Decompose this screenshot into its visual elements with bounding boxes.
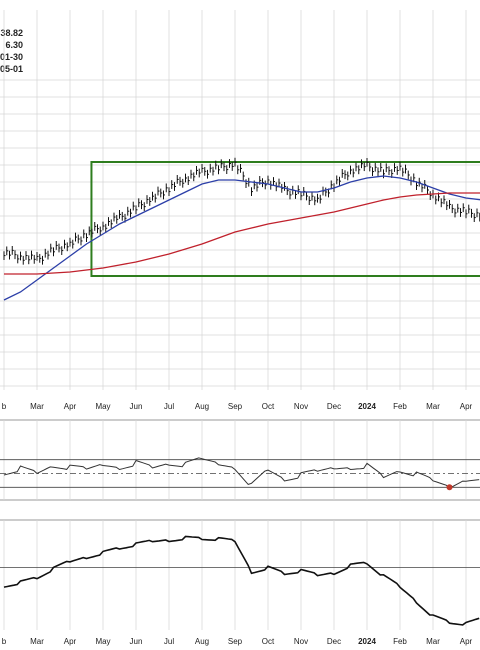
x-tick-label-upper: Nov xyxy=(294,402,308,411)
x-tick-label-lower: 2024 xyxy=(358,637,376,646)
x-tick-label-lower: Aug xyxy=(195,637,209,646)
x-tick-label-upper: Sep xyxy=(228,402,243,411)
moving-average-long-line xyxy=(4,192,480,275)
x-tick-label-lower: Jun xyxy=(130,637,143,646)
x-tick-label-upper: Oct xyxy=(262,402,275,411)
relative-line-panel xyxy=(0,519,480,630)
x-tick-label-upper: Dec xyxy=(327,402,341,411)
x-tick-label-upper: Feb xyxy=(393,402,407,411)
x-tick-label-upper: Aug xyxy=(195,402,209,411)
x-tick-label-lower: Oct xyxy=(262,637,275,646)
header-value-1: 38.82 xyxy=(0,28,23,38)
x-tick-label-upper: Mar xyxy=(426,402,440,411)
x-tick-label-upper: Mar xyxy=(30,402,44,411)
x-tick-label-lower: Feb xyxy=(393,637,407,646)
price-panel xyxy=(0,10,480,390)
x-tick-label-lower: Sep xyxy=(228,637,243,646)
header-value-3: 01-30 xyxy=(0,52,23,62)
x-tick-label-upper: May xyxy=(95,402,110,411)
x-tick-label-upper: Apr xyxy=(460,402,473,411)
x-tick-label-lower: Nov xyxy=(294,637,308,646)
oscillator-oversold-marker xyxy=(446,484,453,491)
x-axis-labels-upper: b Mar Apr May Jun Jul Aug Sep Oct Nov Dec 2024 Feb Ma… xyxy=(2,402,473,411)
relative-line xyxy=(3,535,480,626)
x-tick-label-lower: Dec xyxy=(327,637,341,646)
x-tick-label-lower: May xyxy=(95,637,110,646)
header-value-2: 6.30 xyxy=(5,40,23,50)
x-tick-label-lower: Mar xyxy=(30,637,44,646)
x-tick-label-lower: Mar xyxy=(426,637,440,646)
x-axis-labels-lower: b Mar Apr May Jun Jul Aug Sep Oct Nov Dec 2024 Feb Ma… xyxy=(2,637,473,646)
x-tick-label-upper: 2024 xyxy=(358,402,376,411)
x-tick-label-lower: Apr xyxy=(64,637,77,646)
x-tick-label-upper: b xyxy=(2,402,7,411)
x-tick-label-lower: Apr xyxy=(460,637,473,646)
x-tick-label-lower: b xyxy=(2,637,7,646)
x-tick-label-upper: Jun xyxy=(130,402,143,411)
oscillator-line xyxy=(3,457,480,489)
x-tick-label-lower: Jul xyxy=(164,637,174,646)
header-value-4: 05-01 xyxy=(0,64,23,74)
x-tick-label-upper: Jul xyxy=(164,402,174,411)
moving-average-short-line xyxy=(3,175,480,301)
x-tick-label-upper: Apr xyxy=(64,402,77,411)
oscillator-panel xyxy=(0,419,480,501)
highlight-box xyxy=(90,161,480,277)
